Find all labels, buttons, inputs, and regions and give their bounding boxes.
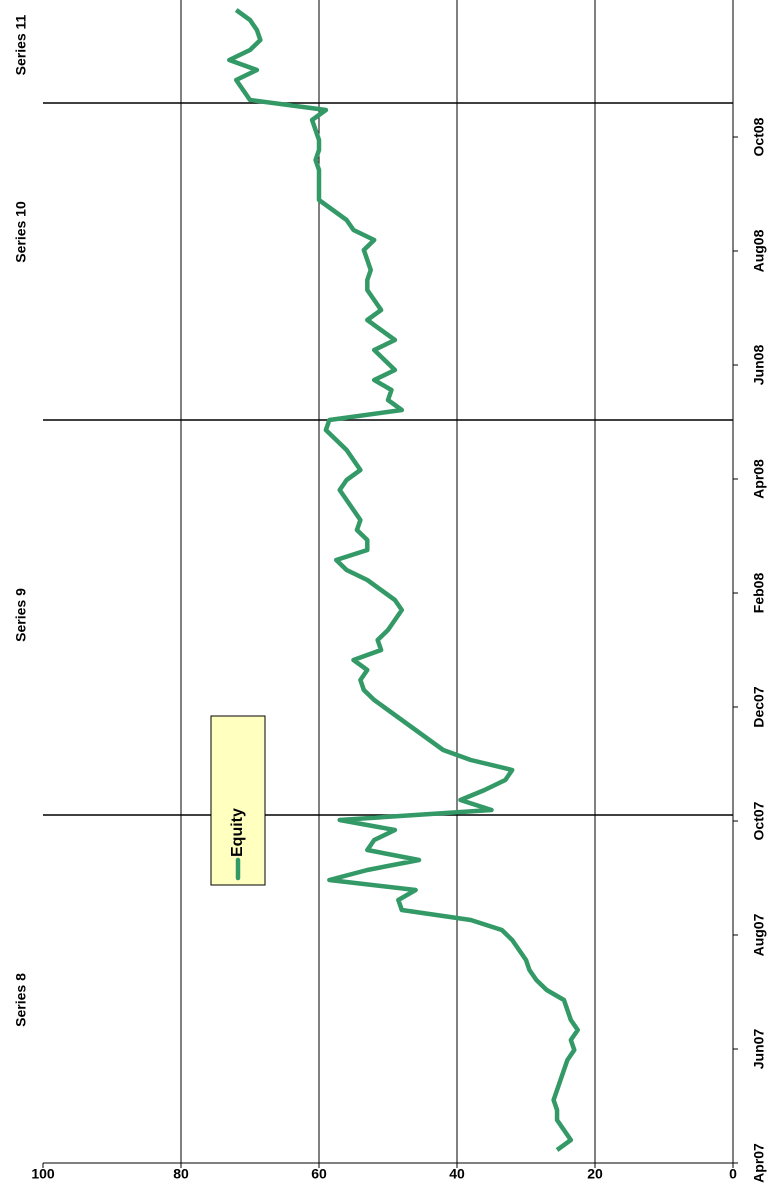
x-tick-label: Jun08 bbox=[751, 345, 767, 386]
legend-label: Equity bbox=[229, 808, 246, 857]
x-tick-label: Oct07 bbox=[751, 801, 767, 840]
x-tick-label: Jun07 bbox=[751, 1029, 767, 1070]
legend-box bbox=[210, 715, 266, 886]
y-tick-label: 0 bbox=[729, 1166, 737, 1182]
series-line bbox=[227, 8, 580, 1152]
legend: Equity bbox=[210, 715, 266, 886]
x-tick-label: Aug08 bbox=[751, 229, 767, 272]
x-tick-label: Oct08 bbox=[751, 117, 767, 156]
rotated-chart: 0 20 40 60 80 100 Apr07 Jun07 Aug07 Oct07 Dec07 Feb… bbox=[13, 0, 767, 1183]
section-label: Series 10 bbox=[13, 201, 29, 263]
x-tick-label: Dec07 bbox=[751, 686, 767, 727]
section-label: Series 8 bbox=[13, 973, 29, 1027]
x-tick-label: Aug07 bbox=[751, 913, 767, 956]
y-tick-label: 100 bbox=[31, 1166, 55, 1182]
y-tick-label: 20 bbox=[587, 1166, 603, 1182]
x-tick-label: Feb08 bbox=[751, 573, 767, 614]
section-label: Series 11 bbox=[13, 14, 29, 75]
y-tick-label: 40 bbox=[449, 1166, 465, 1182]
y-tick-label: 60 bbox=[311, 1166, 327, 1182]
x-tick-label: Apr07 bbox=[751, 1143, 767, 1183]
x-tick-label: Apr08 bbox=[751, 459, 767, 499]
y-tick-label: 80 bbox=[173, 1166, 189, 1182]
section-label: Series 9 bbox=[13, 588, 29, 642]
